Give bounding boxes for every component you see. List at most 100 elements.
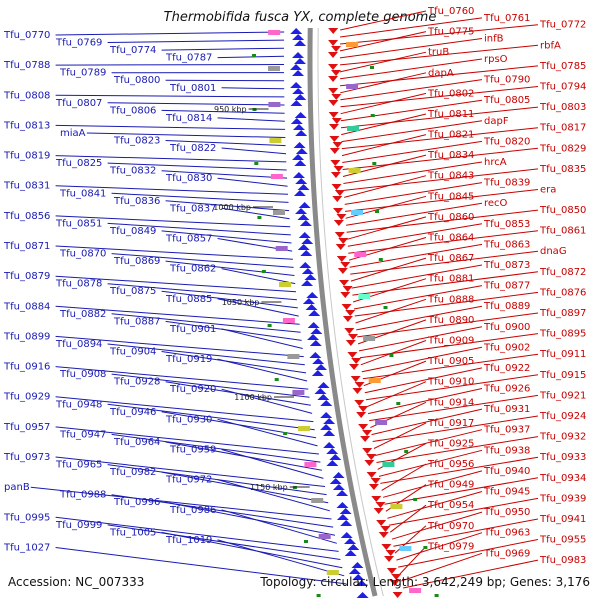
gene-label-right: era <box>540 185 556 196</box>
marker-right <box>378 258 383 261</box>
gene-feature-right <box>362 430 373 436</box>
leader-line-right <box>340 92 427 115</box>
function-block-right <box>382 462 395 467</box>
leader-line-right <box>349 243 483 268</box>
gene-label-left: Tfu_0946 <box>109 407 156 418</box>
leader-line-left <box>107 39 285 43</box>
leader-line-left <box>161 351 307 374</box>
leader-line-left <box>55 335 304 358</box>
gene-feature-left <box>292 124 305 130</box>
leader-line-left <box>107 403 315 431</box>
gene-feature-right <box>373 508 384 514</box>
gene-feature-right <box>336 256 347 262</box>
gene-feature-right <box>333 208 344 214</box>
gene-feature-left <box>329 454 342 460</box>
function-block-right <box>346 42 359 47</box>
gene-label-right: Tfu_0969 <box>483 548 530 559</box>
function-block-left <box>298 426 311 431</box>
kbp-ticks-layer: 950 kbp 1000 kbp 1050 kbp 1100 kbp 1150 kbp <box>213 105 310 492</box>
gene-feature-right <box>385 550 396 556</box>
gene-feature-right <box>332 142 343 148</box>
leader-line-left <box>107 464 327 496</box>
genome-backbone-arc <box>307 27 378 597</box>
gene-feature-left <box>314 388 327 394</box>
gene-feature-right <box>331 184 342 190</box>
gene-feature-right <box>354 400 365 406</box>
gene-label-left: Tfu_0856 <box>3 211 50 222</box>
gene-feature-left <box>344 538 357 544</box>
gene-label-right: Tfu_0802 <box>427 88 474 99</box>
gene-label-left: Tfu_0887 <box>113 316 160 327</box>
gene-label-left: Tfu_0930 <box>165 414 212 425</box>
leader-line-right <box>378 449 483 477</box>
leader-line-left <box>165 320 302 341</box>
gene-label-left: Tfu_0769 <box>55 38 102 49</box>
leader-line-right <box>346 202 483 226</box>
leader-line-right <box>352 271 539 296</box>
track-arcs-layer <box>307 27 384 597</box>
gene-label-left: Tfu_0959 <box>169 445 216 456</box>
leader-line-left <box>55 456 326 487</box>
gene-feature-left <box>311 370 324 376</box>
leader-line-left <box>107 222 291 236</box>
gene-feature-left <box>314 364 327 370</box>
gene-feature-left <box>309 340 322 346</box>
gene-feature-right <box>354 382 365 388</box>
gene-feature-left <box>292 52 305 58</box>
gene-label-left: Tfu_1005 <box>109 527 156 538</box>
gene-label-right: Tfu_0834 <box>427 150 474 161</box>
leader-line-right <box>367 388 483 415</box>
leader-line-left <box>221 388 313 414</box>
leader-line-left <box>107 162 287 171</box>
leader-line-right <box>360 340 427 366</box>
function-block-left <box>287 354 300 359</box>
leader-line-right <box>343 168 539 191</box>
gene-feature-left <box>340 532 353 538</box>
gene-label-right: Tfu_0933 <box>539 452 586 463</box>
leader-line-right <box>376 436 539 463</box>
marker-right <box>370 66 374 69</box>
leader-line-right <box>340 58 483 80</box>
leader-line-left <box>30 486 332 520</box>
leader-line-left <box>165 501 336 536</box>
gene-label-left: Tfu_0996 <box>113 497 160 508</box>
function-block-left <box>268 102 281 107</box>
leader-line-right <box>381 463 427 491</box>
leader-line-left <box>161 170 288 179</box>
gene-feature-left <box>326 448 339 454</box>
gene-label-right: Tfu_0890 <box>427 315 474 326</box>
leader-line-right <box>340 79 483 101</box>
gene-label-right: Tfu_0931 <box>483 404 530 415</box>
gene-feature-left <box>320 400 333 406</box>
gene-feature-right <box>328 40 339 46</box>
gene-label-right: Tfu_0877 <box>483 281 530 292</box>
gene-feature-left <box>347 544 360 550</box>
leader-line-right <box>341 134 427 157</box>
marker-right <box>375 210 379 213</box>
gene-feature-left <box>294 40 307 46</box>
gene-feature-right <box>362 448 373 454</box>
marker-right <box>434 594 439 597</box>
gene-label-right: Tfu_0853 <box>483 219 530 230</box>
leader-line-right <box>369 394 539 422</box>
function-block-right <box>348 168 361 173</box>
gene-feature-left <box>332 472 345 478</box>
gene-label-right: Tfu_0939 <box>539 493 586 504</box>
leader-line-right <box>366 381 427 408</box>
gene-feature-left <box>293 142 306 148</box>
leader-line-right <box>348 230 539 254</box>
gene-label-right: Tfu_0945 <box>483 487 530 498</box>
leader-line-left <box>221 207 290 220</box>
gene-label-left: Tfu_0857 <box>165 234 212 245</box>
gene-label-left: Tfu_0899 <box>3 331 50 342</box>
leader-line-left <box>55 94 285 98</box>
gene-label-right: Tfu_0775 <box>427 27 474 38</box>
gene-feature-right <box>339 280 350 286</box>
gene-feature-left <box>292 172 305 178</box>
leader-line-right <box>345 189 539 212</box>
gene-feature-right <box>334 232 345 238</box>
gene-label-left: Tfu_0770 <box>3 30 50 41</box>
gene-feature-left <box>290 118 303 124</box>
gene-label-right: Tfu_0914 <box>427 397 474 408</box>
